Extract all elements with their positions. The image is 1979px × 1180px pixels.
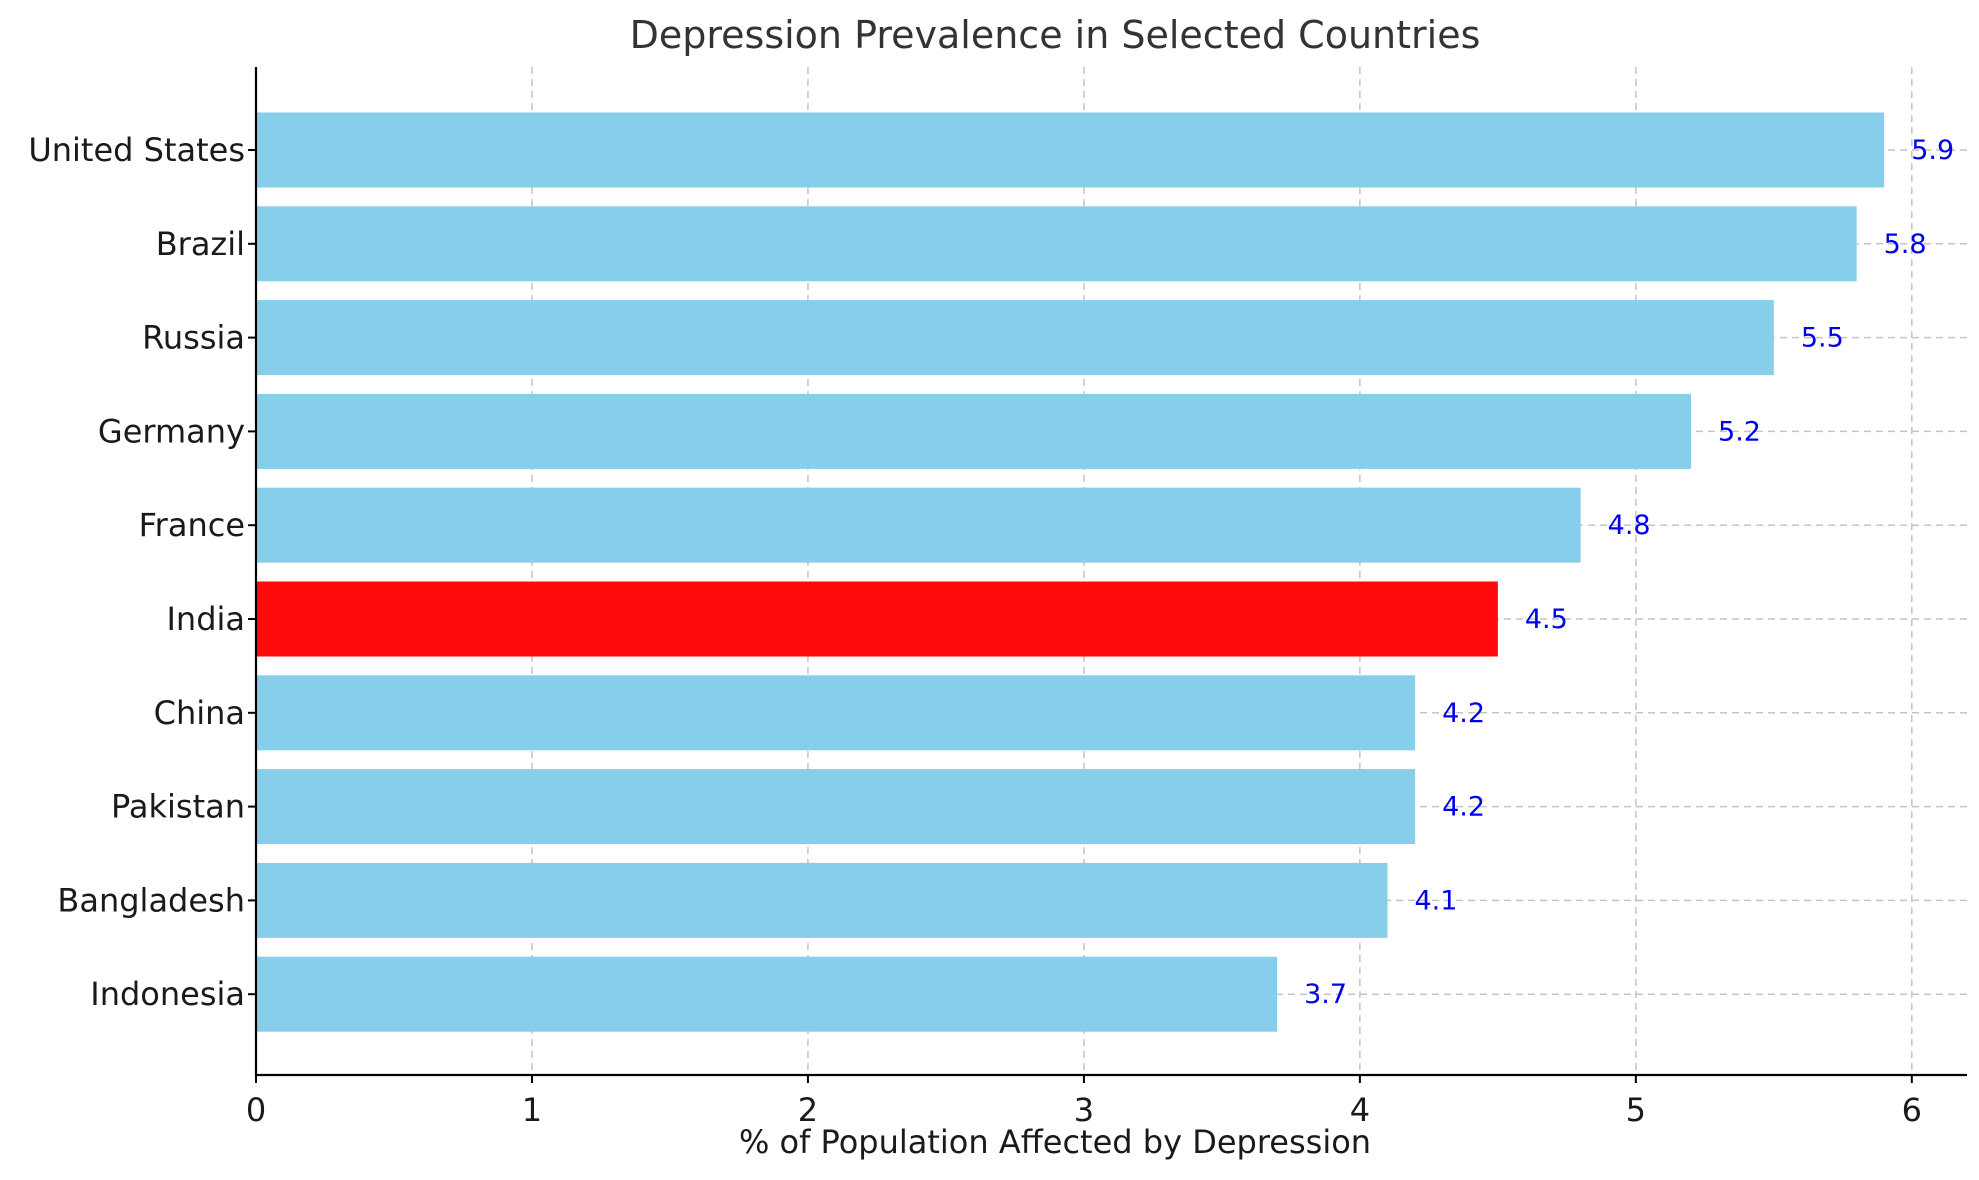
bar-france bbox=[256, 487, 1581, 563]
x-tick-label: 2 bbox=[798, 1091, 818, 1129]
bar-india bbox=[256, 581, 1498, 657]
data-label: 4.2 bbox=[1442, 698, 1485, 729]
bar-brazil bbox=[256, 206, 1857, 282]
x-tick-label: 5 bbox=[1626, 1091, 1646, 1129]
bars-layer bbox=[256, 112, 1885, 1032]
x-axis-label: % of Population Affected by Depression bbox=[739, 1123, 1371, 1161]
bar-indonesia bbox=[256, 956, 1278, 1032]
data-label: 5.2 bbox=[1718, 416, 1761, 447]
y-tick-label: Germany bbox=[98, 412, 245, 450]
x-tick-label: 1 bbox=[522, 1091, 542, 1129]
data-label: 5.9 bbox=[1911, 135, 1954, 166]
bar-pakistan bbox=[256, 769, 1416, 845]
data-label: 4.5 bbox=[1525, 604, 1568, 635]
y-tick-label: Russia bbox=[142, 319, 245, 357]
x-tick-label: 3 bbox=[1074, 1091, 1094, 1129]
y-tick-label: Brazil bbox=[156, 225, 245, 263]
y-tick-label: France bbox=[139, 506, 245, 544]
data-label: 5.8 bbox=[1884, 229, 1927, 260]
y-tick-label: Indonesia bbox=[90, 975, 245, 1013]
bar-united-states bbox=[256, 112, 1885, 188]
data-label: 4.1 bbox=[1414, 885, 1457, 916]
y-tick-label: China bbox=[154, 694, 245, 732]
data-label: 3.7 bbox=[1304, 979, 1347, 1010]
x-tick-label: 4 bbox=[1350, 1091, 1370, 1129]
data-label: 5.5 bbox=[1801, 323, 1844, 354]
x-tick-label: 6 bbox=[1902, 1091, 1922, 1129]
labels-layer: 0 1 2 3 4 5 6 United States 5.9 Brazil 5.8 Russia 5.… bbox=[28, 131, 1954, 1129]
x-tick-label: 0 bbox=[246, 1091, 266, 1129]
bar-china bbox=[256, 675, 1416, 751]
bar-russia bbox=[256, 300, 1774, 376]
y-tick-label: United States bbox=[28, 131, 245, 169]
bar-bangladesh bbox=[256, 862, 1388, 938]
y-tick-label: Pakistan bbox=[111, 788, 245, 826]
bar-germany bbox=[256, 393, 1692, 469]
chart-title: Depression Prevalence in Selected Countr… bbox=[630, 13, 1481, 57]
data-label: 4.2 bbox=[1442, 792, 1485, 823]
axes-layer bbox=[248, 67, 1967, 1083]
y-tick-label: Bangladesh bbox=[57, 881, 245, 919]
y-tick-label: India bbox=[166, 600, 245, 638]
data-label: 4.8 bbox=[1608, 510, 1651, 541]
